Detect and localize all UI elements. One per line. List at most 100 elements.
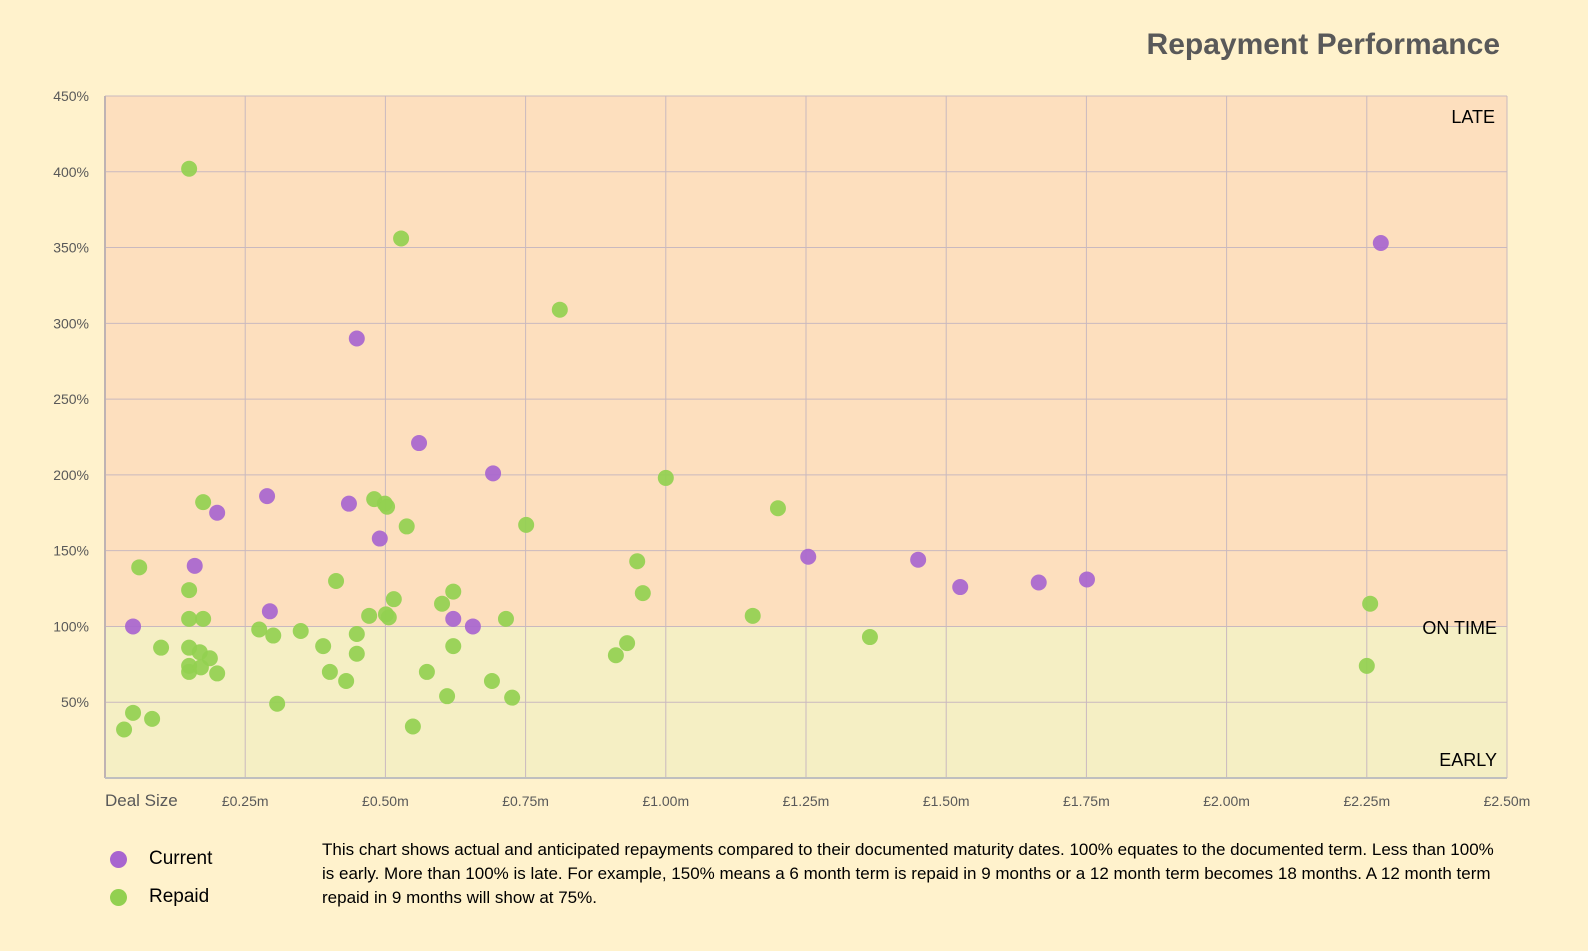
point-repaid [269,695,286,712]
point-current [411,435,428,452]
x-tick-label: £2.25m [1343,793,1390,809]
point-repaid [328,572,345,589]
point-repaid [181,582,198,599]
x-tick-label: £2.50m [1484,793,1531,809]
x-tick-label: £1.50m [923,793,970,809]
point-current [1030,574,1047,591]
point-repaid [348,645,365,662]
y-tick-label: 150% [53,543,89,559]
point-current [209,504,226,521]
point-repaid [195,494,212,511]
x-tick-label: £2.00m [1203,793,1250,809]
point-repaid [769,500,786,517]
point-repaid [445,583,462,600]
legend-marker-repaid [110,888,127,906]
point-repaid [551,301,568,318]
x-tick-label: £1.75m [1063,793,1110,809]
x-tick-label: £0.75m [502,793,549,809]
point-repaid [181,610,198,627]
x-tick-label: £1.25m [783,793,830,809]
point-repaid [629,553,646,570]
point-repaid [338,673,355,690]
point-current [125,618,142,635]
point-repaid [195,610,212,627]
legend-label-repaid: Repaid [149,886,210,907]
point-repaid [181,160,198,177]
point-current [186,557,203,574]
point-repaid [744,607,761,624]
point-repaid [251,621,268,638]
point-repaid [144,710,161,727]
legend-marker-current [110,850,127,868]
point-repaid [379,498,396,515]
x-tick-label: £0.25m [222,793,269,809]
point-repaid [619,635,636,652]
legend-item-repaid: Repaid [110,878,212,916]
point-current [800,548,817,565]
zone-label-on-time: ON TIME [1422,618,1497,638]
point-repaid [504,689,521,706]
point-repaid [1362,595,1379,612]
point-repaid [434,595,451,612]
point-current [340,495,357,512]
point-repaid [265,627,282,644]
y-tick-label: 350% [53,240,89,256]
point-current [464,618,481,635]
point-repaid [125,704,142,721]
point-repaid [348,626,365,643]
point-repaid [418,663,435,680]
point-repaid [153,639,170,656]
point-repaid [398,518,415,535]
chart-title: Repayment Performance [1146,28,1500,61]
point-current [1078,571,1095,588]
point-repaid [380,609,397,626]
chart-note: This chart shows actual and anticipated … [322,840,1494,907]
point-current [952,579,969,596]
legend: Current Repaid [110,840,212,916]
legend-label-current: Current [149,848,213,869]
point-repaid [385,591,402,608]
point-current [910,551,927,568]
point-repaid [292,622,309,639]
point-repaid [607,647,624,664]
point-repaid [361,607,378,624]
point-repaid [483,673,500,690]
point-repaid [445,638,462,655]
point-repaid [439,688,456,705]
zone-label-early: EARLY [1439,750,1497,770]
point-current [371,530,388,547]
y-tick-label: 450% [53,88,89,104]
point-repaid [657,469,674,486]
point-current [259,488,276,505]
point-repaid [404,718,421,735]
y-tick-label: 400% [53,164,89,180]
legend-item-current: Current [110,840,212,878]
point-repaid [209,665,226,682]
point-repaid [634,585,651,602]
point-repaid [321,663,338,680]
x-axis-label: Deal Size [105,791,178,810]
y-tick-label: 250% [53,391,89,407]
point-repaid [861,629,878,646]
point-repaid [201,650,218,667]
point-current [485,465,502,482]
point-current [348,330,365,347]
point-repaid [116,721,133,738]
point-repaid [518,516,535,533]
x-tick-label: £1.00m [642,793,689,809]
y-tick-label: 200% [53,467,89,483]
point-repaid [497,610,514,627]
point-repaid [131,559,148,576]
point-repaid [393,230,410,247]
y-tick-label: 100% [53,618,89,634]
point-current [1372,235,1389,252]
point-current [445,610,462,627]
point-current [261,603,278,620]
point-repaid [315,638,332,655]
y-tick-label: 300% [53,315,89,331]
y-tick-label: 50% [61,694,89,710]
x-tick-label: £0.50m [362,793,409,809]
point-repaid [1358,657,1375,674]
zone-label-late: LATE [1451,107,1495,127]
